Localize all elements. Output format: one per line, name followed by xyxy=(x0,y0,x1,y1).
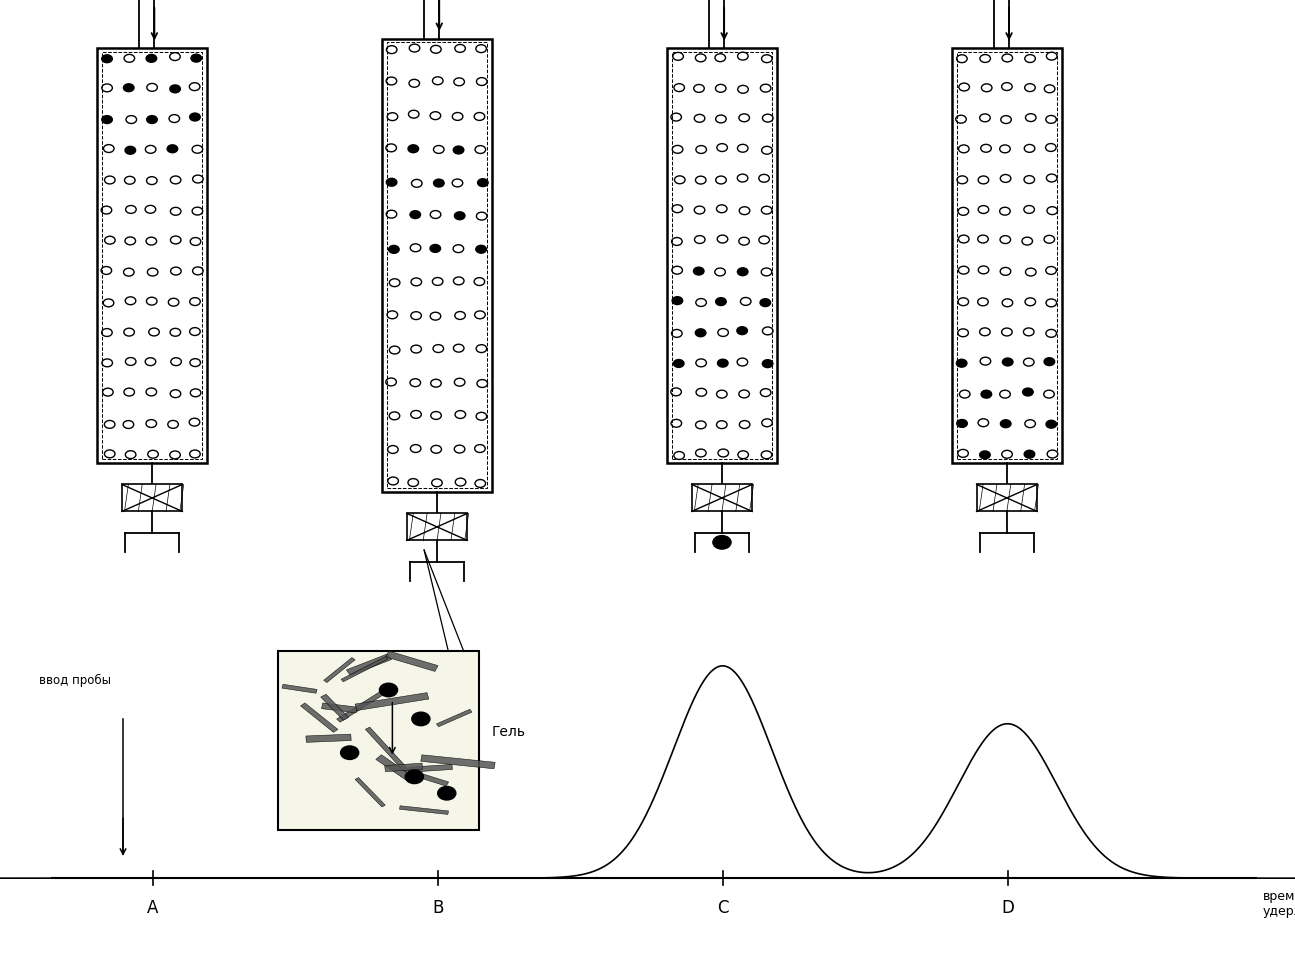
Text: Гель: Гель xyxy=(492,725,526,739)
Circle shape xyxy=(102,55,113,63)
Circle shape xyxy=(1002,358,1013,366)
Polygon shape xyxy=(411,771,448,786)
Circle shape xyxy=(170,85,180,93)
Circle shape xyxy=(1046,421,1057,428)
Circle shape xyxy=(982,390,992,399)
Polygon shape xyxy=(324,657,355,682)
Circle shape xyxy=(737,327,747,335)
Circle shape xyxy=(126,147,136,154)
Polygon shape xyxy=(300,703,338,732)
Polygon shape xyxy=(337,691,385,722)
Text: D: D xyxy=(1068,0,1084,4)
Circle shape xyxy=(979,451,991,458)
Circle shape xyxy=(408,145,418,152)
Circle shape xyxy=(455,211,465,220)
Polygon shape xyxy=(355,778,386,807)
Text: время
удержания: время удержания xyxy=(1263,890,1295,918)
Circle shape xyxy=(453,146,464,154)
Circle shape xyxy=(673,360,684,368)
Bar xyxy=(957,52,1057,459)
Polygon shape xyxy=(376,755,414,782)
Circle shape xyxy=(1023,388,1033,396)
Text: D: D xyxy=(1001,899,1014,918)
Circle shape xyxy=(475,245,487,253)
Circle shape xyxy=(430,244,440,253)
Circle shape xyxy=(438,786,456,800)
Circle shape xyxy=(1024,451,1035,458)
Circle shape xyxy=(411,210,421,218)
Circle shape xyxy=(717,359,728,367)
Circle shape xyxy=(712,536,730,549)
Circle shape xyxy=(189,113,201,121)
Text: A: A xyxy=(148,899,158,918)
Circle shape xyxy=(695,329,706,337)
Circle shape xyxy=(672,296,682,305)
Circle shape xyxy=(957,420,967,427)
Circle shape xyxy=(379,683,398,697)
Bar xyxy=(382,39,492,492)
Circle shape xyxy=(412,712,430,726)
Bar xyxy=(278,651,479,830)
Bar xyxy=(407,513,467,540)
Polygon shape xyxy=(386,651,438,672)
Bar xyxy=(692,484,752,511)
Polygon shape xyxy=(321,694,348,720)
Bar xyxy=(672,52,772,459)
Circle shape xyxy=(693,267,704,275)
Text: A: A xyxy=(214,0,228,4)
Bar xyxy=(667,48,777,463)
Polygon shape xyxy=(355,693,429,710)
Circle shape xyxy=(102,116,113,124)
Polygon shape xyxy=(282,684,317,693)
Circle shape xyxy=(386,179,396,186)
Polygon shape xyxy=(346,654,391,676)
Circle shape xyxy=(341,746,359,759)
Circle shape xyxy=(146,54,157,63)
Circle shape xyxy=(1001,420,1011,427)
Polygon shape xyxy=(341,656,388,681)
Bar xyxy=(387,42,487,488)
Circle shape xyxy=(388,245,399,254)
Bar xyxy=(122,484,183,511)
Circle shape xyxy=(1044,358,1054,366)
Text: ввод пробы: ввод пробы xyxy=(39,674,111,687)
Polygon shape xyxy=(436,709,471,727)
Polygon shape xyxy=(321,703,357,713)
Circle shape xyxy=(957,359,967,367)
Bar xyxy=(97,48,207,463)
Circle shape xyxy=(146,116,157,124)
Text: B: B xyxy=(433,899,443,918)
Circle shape xyxy=(190,54,202,62)
Circle shape xyxy=(737,268,749,276)
Circle shape xyxy=(405,770,423,784)
Polygon shape xyxy=(399,806,448,814)
Circle shape xyxy=(716,297,726,306)
Circle shape xyxy=(760,299,771,307)
Circle shape xyxy=(763,360,773,368)
Bar xyxy=(952,48,1062,463)
Polygon shape xyxy=(365,727,409,772)
Bar xyxy=(976,484,1037,511)
Text: C: C xyxy=(717,899,728,918)
Polygon shape xyxy=(385,763,422,772)
Text: C: C xyxy=(783,0,796,4)
Circle shape xyxy=(167,145,177,152)
Circle shape xyxy=(123,84,133,92)
Polygon shape xyxy=(306,734,351,742)
Circle shape xyxy=(478,179,488,186)
Bar xyxy=(102,52,202,459)
Polygon shape xyxy=(421,755,495,769)
Polygon shape xyxy=(409,764,452,772)
Circle shape xyxy=(434,179,444,187)
